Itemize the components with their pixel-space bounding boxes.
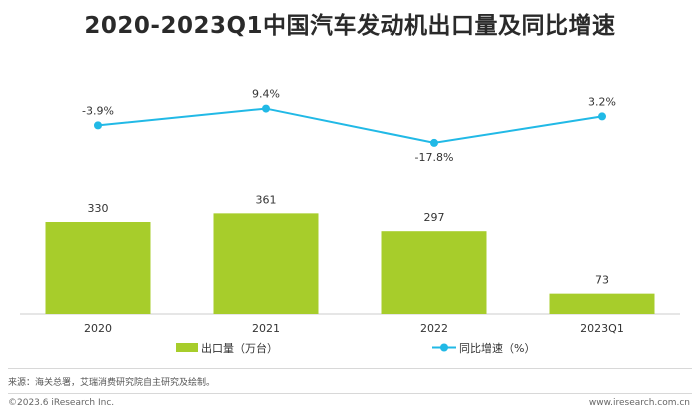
legend-swatch-bar <box>176 343 198 352</box>
bar-value-label: 330 <box>88 202 109 215</box>
growth-rate-label: -3.9% <box>82 104 114 117</box>
chart-title: 2020-2023Q1中国汽车发动机出口量及同比增速 <box>84 13 616 39</box>
growth-rate-point <box>262 104 270 113</box>
growth-rate-line <box>97 107 603 144</box>
divider <box>8 393 692 394</box>
bar-value-label: 73 <box>595 274 609 287</box>
growth-rate-point <box>94 121 102 130</box>
bar-export-volume <box>381 231 487 314</box>
x-tick-label: 2022 <box>420 322 448 335</box>
growth-rate-point <box>430 138 438 147</box>
legend-marker-line <box>440 343 448 352</box>
divider <box>8 368 692 369</box>
growth-rate-label: 9.4% <box>252 88 280 101</box>
website-text: www.iresearch.com.cn <box>588 398 690 408</box>
growth-rate-point <box>598 112 606 121</box>
bar-export-volume <box>213 213 319 314</box>
growth-rate-label: -17.8% <box>415 151 454 164</box>
growth-rate-label: 3.2% <box>588 95 616 108</box>
bar-value-label: 361 <box>256 193 277 206</box>
source-note: 来源：海关总署，艾瑞消费研究院自主研究及绘制。 <box>8 378 216 388</box>
bar-export-volume <box>45 222 151 314</box>
bar-export-volume <box>549 293 655 314</box>
legend-label-line: 同比增速（%） <box>459 341 535 355</box>
x-tick-label: 2020 <box>84 322 112 335</box>
x-tick-label: 2021 <box>252 322 280 335</box>
copyright-text: ©2023.6 iResearch Inc. <box>8 398 115 408</box>
x-tick-label: 2023Q1 <box>580 322 624 335</box>
legend-label-bar: 出口量（万台） <box>201 341 278 355</box>
bar-value-label: 297 <box>424 211 445 224</box>
